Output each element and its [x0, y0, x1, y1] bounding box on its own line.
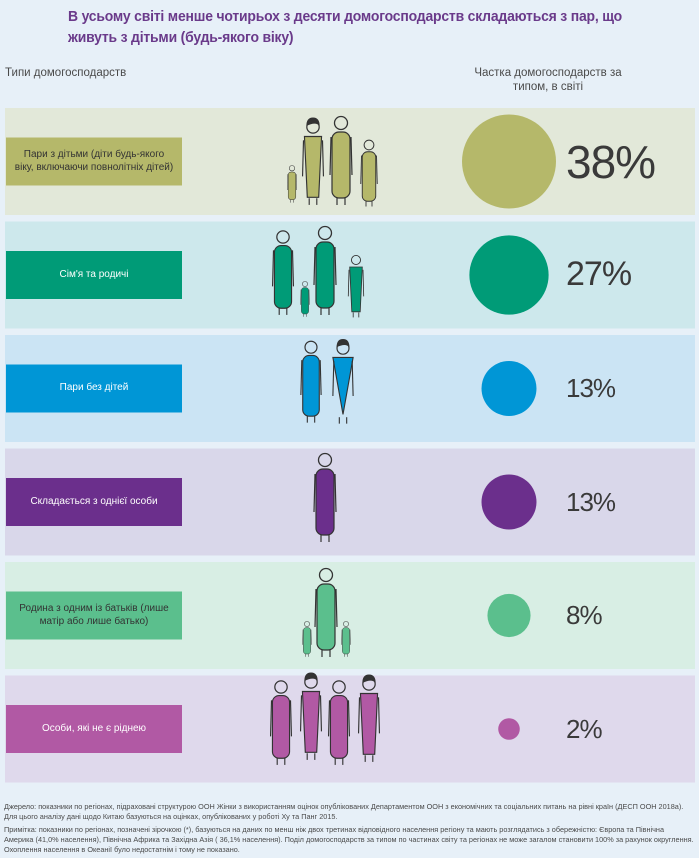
share-bubble [498, 718, 520, 740]
row-label: Пари без дітей [6, 365, 182, 411]
footnotes: Джерело: показники по регіонах, підрахов… [4, 802, 694, 858]
source-note: Джерело: показники по регіонах, підрахов… [4, 802, 694, 822]
share-value-label: 13% [566, 487, 615, 518]
row-label: Особи, які не є ріднею [6, 705, 182, 751]
row-label: Пари з дітьми (діти будь-якого віку, вкл… [6, 138, 182, 184]
share-value-label: 8% [566, 600, 602, 631]
share-value-label: 38% [566, 135, 655, 189]
share-bubble [469, 235, 548, 314]
share-value-label: 13% [566, 373, 615, 404]
share-bubble [462, 115, 556, 209]
share-value-label: 2% [566, 714, 602, 745]
share-bubble [487, 594, 530, 637]
share-value-label: 27% [566, 255, 631, 294]
row-label: Родина з одним із батьків (лише матір аб… [6, 592, 182, 638]
row-label: Сім'я та родичі [6, 251, 182, 297]
share-bubble [482, 361, 537, 416]
remark-note: Примітка: показники по регіонах, позначе… [4, 825, 694, 855]
share-bubble [482, 475, 537, 530]
row-label: Складається з однієї особи [6, 478, 182, 524]
